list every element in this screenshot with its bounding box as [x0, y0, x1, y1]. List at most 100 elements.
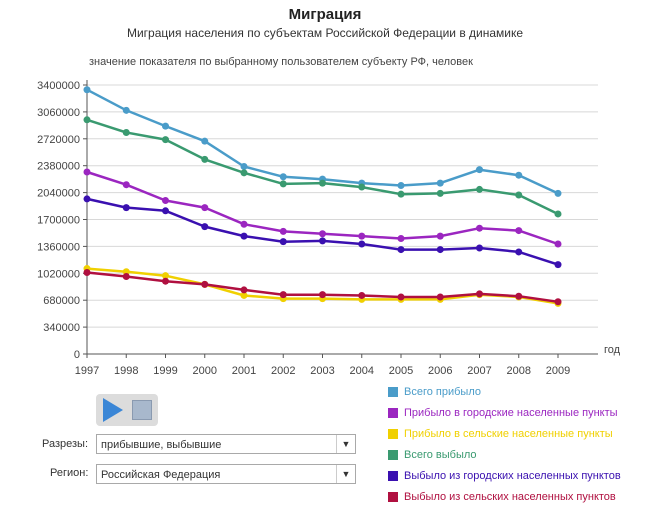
data-point	[83, 269, 91, 277]
data-point	[554, 298, 562, 306]
data-point	[201, 223, 209, 231]
chevron-down-icon[interactable]: ▼	[336, 465, 355, 483]
data-point	[319, 179, 326, 187]
data-point	[240, 291, 248, 299]
y-tick-label: 2720000	[37, 134, 80, 146]
data-point	[122, 128, 130, 136]
x-tick-label: 2005	[389, 365, 413, 377]
legend-label: Прибыло в городские населенные пункты	[404, 407, 618, 419]
data-point	[240, 169, 248, 177]
data-point	[476, 290, 483, 298]
data-point	[83, 116, 91, 124]
legend-label: Выбыло из городских населенных пунктов	[404, 470, 621, 482]
data-point	[122, 106, 130, 114]
data-point	[319, 237, 326, 245]
chevron-down-icon[interactable]: ▼	[336, 435, 355, 453]
x-tick-label: 2002	[271, 365, 295, 377]
data-point	[122, 181, 130, 189]
data-point	[201, 137, 209, 145]
x-axis-label: год	[604, 344, 621, 356]
legend-swatch	[388, 429, 398, 439]
y-tick-label: 680000	[43, 295, 80, 307]
data-point	[515, 227, 523, 235]
x-tick-label: 2006	[428, 365, 452, 377]
data-point	[515, 292, 523, 300]
data-point	[319, 230, 326, 238]
y-axis-label: значение показателя по выбранному пользо…	[89, 56, 473, 68]
play-icon[interactable]	[103, 398, 123, 422]
data-point	[240, 286, 248, 294]
data-point	[554, 261, 562, 269]
data-point	[279, 238, 287, 246]
y-tick-label: 340000	[43, 322, 80, 334]
data-point	[240, 220, 248, 228]
legend-label: Всего прибыло	[404, 386, 481, 398]
y-tick-label: 1020000	[37, 268, 80, 280]
data-point	[436, 189, 444, 197]
region-label: Регион:	[50, 467, 89, 479]
chart-title: Миграция	[288, 6, 362, 23]
data-point	[397, 293, 405, 301]
data-point	[201, 155, 209, 163]
y-tick-label: 3400000	[37, 80, 80, 92]
data-point	[476, 224, 483, 232]
legend-label: Выбыло из сельских населенных пунктов	[404, 491, 616, 503]
legend-swatch	[388, 492, 398, 502]
data-point	[240, 162, 248, 170]
data-point	[515, 191, 523, 199]
data-point	[279, 173, 287, 181]
data-point	[358, 232, 366, 240]
data-point	[436, 232, 444, 240]
legend-swatch	[388, 450, 398, 460]
data-point	[162, 197, 169, 205]
legend-swatch	[388, 408, 398, 418]
line-chart: 0 340000 680000 1020000 1360000 1700000 204000…	[37, 80, 621, 377]
x-tick-label: 2001	[232, 365, 256, 377]
x-tick-label: 1998	[114, 365, 138, 377]
data-point	[397, 246, 405, 254]
data-point	[162, 122, 169, 130]
chart-subtitle: Миграция населения по субъектам Российск…	[126, 26, 524, 40]
legend-label: Прибыло в сельские населенные пункты	[404, 428, 613, 440]
data-point	[162, 272, 169, 280]
data-point	[554, 240, 562, 248]
y-tick-label: 2040000	[37, 188, 80, 200]
data-point	[554, 210, 562, 218]
data-point	[201, 280, 209, 288]
playback-controls	[96, 394, 158, 426]
data-point	[436, 293, 444, 301]
data-point	[162, 136, 169, 144]
y-tick-label: 2380000	[37, 161, 80, 173]
data-point	[122, 272, 130, 280]
data-point	[279, 227, 287, 235]
y-tick-label: 0	[74, 349, 80, 361]
data-point	[358, 183, 366, 191]
x-tick-label: 2007	[467, 365, 491, 377]
x-tick-label: 1997	[75, 365, 99, 377]
stop-icon[interactable]	[132, 400, 152, 420]
data-point	[83, 195, 91, 203]
data-point	[162, 277, 169, 285]
data-point	[436, 246, 444, 254]
x-tick-label: 1999	[153, 365, 177, 377]
data-point	[162, 207, 169, 215]
data-point	[279, 291, 287, 299]
slice-select[interactable]: прибывшие, выбывшие ▼	[96, 434, 356, 454]
data-point	[279, 180, 287, 188]
slice-select-value: прибывшие, выбывшие	[101, 439, 222, 451]
y-tick-label: 3060000	[37, 107, 80, 119]
data-point	[83, 86, 91, 94]
x-tick-label: 2009	[546, 365, 570, 377]
data-point	[201, 204, 209, 212]
region-select[interactable]: Российская Федерация ▼	[96, 464, 356, 484]
data-point	[397, 190, 405, 198]
x-tick-label: 2000	[193, 365, 217, 377]
data-point	[554, 189, 562, 197]
region-select-value: Российская Федерация	[101, 469, 221, 481]
x-tick-label: 2008	[507, 365, 531, 377]
y-tick-label: 1700000	[37, 215, 80, 227]
data-point	[476, 244, 483, 252]
data-point	[358, 240, 366, 248]
legend-swatch	[388, 387, 398, 397]
y-tick-label: 1360000	[37, 241, 80, 253]
